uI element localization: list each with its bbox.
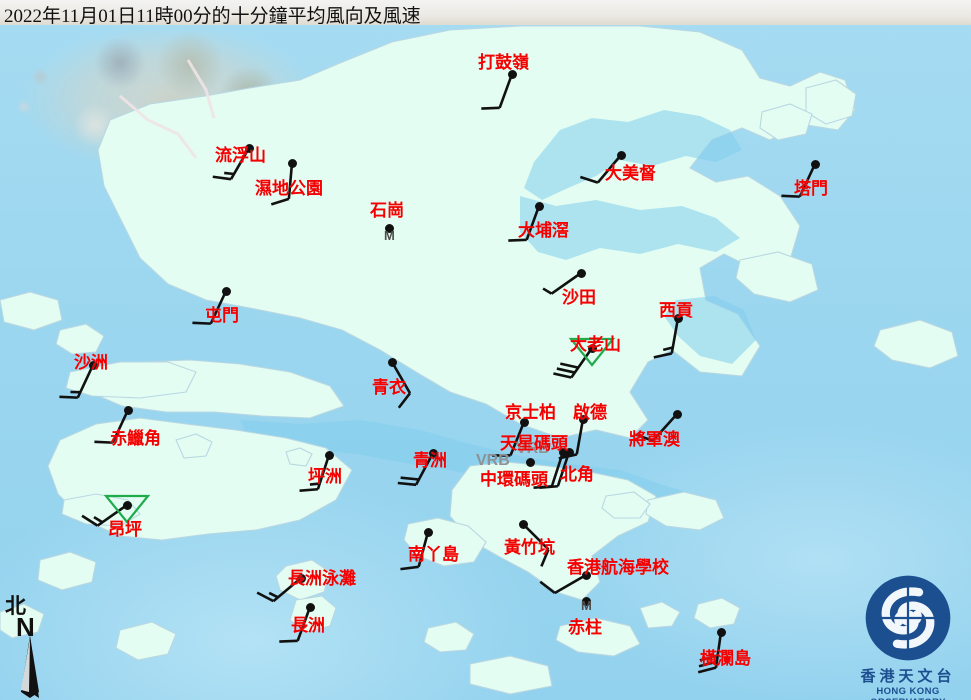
variable-wind-label: VRB xyxy=(476,452,510,469)
station-label: 黃竹坑 xyxy=(504,538,555,557)
variable-wind-label: VRB xyxy=(516,440,550,457)
station-label: 屯門 xyxy=(205,306,239,325)
station-label: 赤柱 xyxy=(568,618,602,637)
wind-barb-icon xyxy=(299,454,331,492)
station-dot-icon xyxy=(581,596,591,606)
station-label: 橫瀾島 xyxy=(700,649,751,668)
station-label: 青洲 xyxy=(413,451,447,470)
hko-logo-zh: 香港天文台 xyxy=(860,669,956,685)
station-label: 南丫島 xyxy=(408,545,459,564)
page-title: 2022年11月01日11時00分的十分鐘平均風向及風速 xyxy=(4,6,421,27)
wind-barb-icon xyxy=(653,317,680,359)
strong-wind-alert-icon xyxy=(568,337,616,367)
station-label: 中環碼頭 xyxy=(480,470,548,489)
station-label: 大美督 xyxy=(605,164,656,183)
wind-barb-icon xyxy=(400,531,430,571)
station-label: 流浮山 xyxy=(215,146,266,165)
station-dot-icon xyxy=(525,457,535,467)
wind-barb-icon xyxy=(579,154,622,184)
compass-label-zh: 北 xyxy=(5,594,26,618)
station-label: 香港航海學校 xyxy=(567,558,669,577)
hko-logo-en: HONG KONG OBSERVATORY xyxy=(870,686,945,700)
station-label: 沙田 xyxy=(562,288,596,307)
station-label: 長洲泳灘 xyxy=(288,569,356,588)
station-label: 西貢 xyxy=(659,301,693,320)
wind-barb-icon xyxy=(256,577,302,603)
missing-data-label: M xyxy=(384,228,395,243)
wind-barb-icon xyxy=(539,451,571,489)
wind-barb-icon xyxy=(212,147,251,181)
station-label: 長洲 xyxy=(291,616,325,635)
hko-logo: 香港天文台 HONG KONG OBSERVATORY xyxy=(845,572,971,700)
station-label: 北角 xyxy=(560,465,594,484)
wind-barb-icon xyxy=(635,413,678,442)
wind-barb-icon xyxy=(390,361,412,409)
wind-barb-icon xyxy=(94,409,130,444)
wind-barb-icon xyxy=(522,523,550,567)
station-label: 塔門 xyxy=(794,179,828,198)
compass-label-en: N xyxy=(16,612,35,642)
station-label: 赤鱲角 xyxy=(110,429,161,448)
wind-barb-icon xyxy=(697,631,723,674)
wind-barb-icon xyxy=(508,205,541,242)
station-label: 啟德 xyxy=(573,403,607,422)
wind-barb-icon xyxy=(553,337,616,379)
station-label: 大埔滘 xyxy=(518,221,569,240)
wind-barb-icon xyxy=(81,494,151,527)
station-label: 天星碼頭 xyxy=(500,434,568,453)
compass-rose: 北 N xyxy=(2,590,64,698)
station-label: 青衣 xyxy=(372,378,406,397)
station-label: 沙洲 xyxy=(74,353,108,372)
title-bar: 2022年11月01日11時00分的十分鐘平均風向及風速 xyxy=(0,0,971,27)
missing-data-label: M xyxy=(581,598,592,613)
station-label: 坪洲 xyxy=(308,467,342,486)
station-label: 京士柏 xyxy=(505,403,556,422)
wind-barb-icon xyxy=(270,162,294,206)
station-label: 大老山 xyxy=(570,335,621,354)
hko-emblem-icon xyxy=(865,575,951,661)
wind-barb-icon xyxy=(781,163,817,198)
strong-wind-alert-icon xyxy=(103,494,151,524)
station-label: 打鼓嶺 xyxy=(478,53,529,72)
station-label: 濕地公園 xyxy=(255,179,323,198)
wind-barb-icon xyxy=(59,364,95,399)
wind-barb-icon xyxy=(492,421,526,457)
wind-barb-icon xyxy=(542,271,582,295)
wind-barb-icon xyxy=(539,573,587,595)
station-label: 將軍澳 xyxy=(629,430,680,449)
wind-barb-icon xyxy=(279,606,312,643)
wind-barb-icon xyxy=(397,452,435,487)
compass-needle-icon xyxy=(21,636,39,698)
wind-barb-icon xyxy=(481,73,514,110)
wind-barb-icon xyxy=(192,290,228,325)
station-label: 昂坪 xyxy=(108,520,142,539)
station-label: 石崗 xyxy=(370,201,404,220)
station-dot-icon xyxy=(384,223,394,233)
